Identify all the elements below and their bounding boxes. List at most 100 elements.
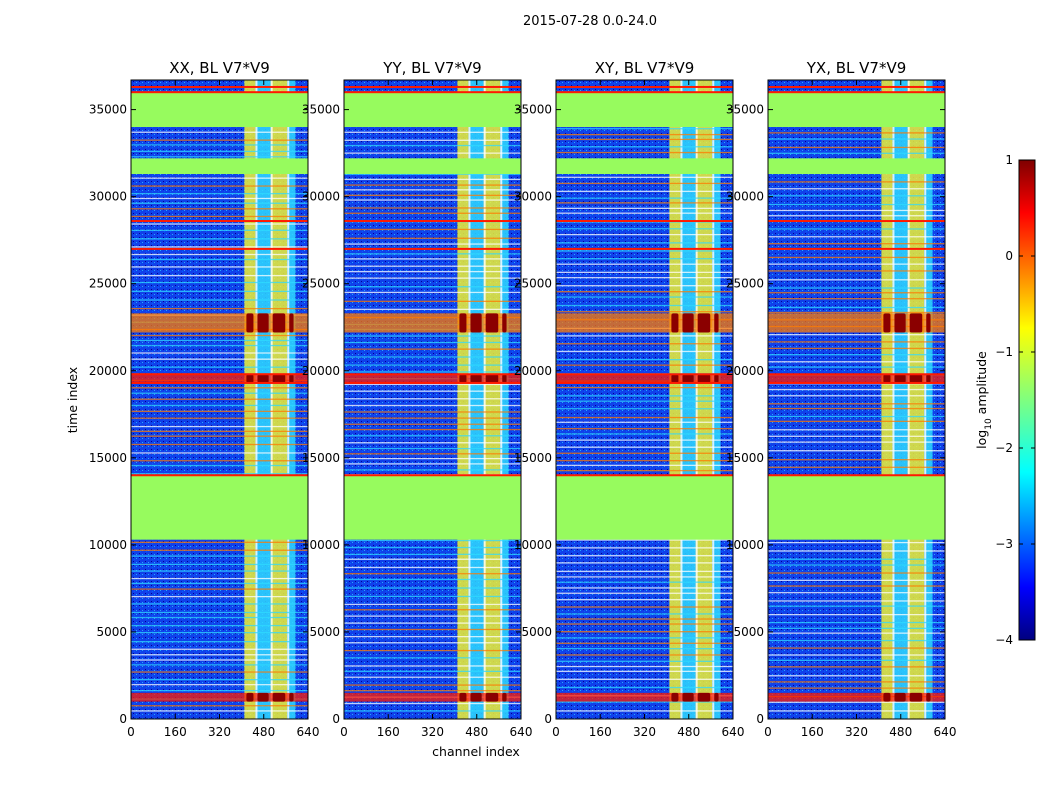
time-stripe xyxy=(768,215,945,217)
rfi-column xyxy=(457,80,469,719)
time-stripe xyxy=(556,207,733,209)
time-stripe xyxy=(556,182,733,185)
flagged-band xyxy=(131,158,308,175)
time-stripe xyxy=(131,555,308,557)
time-stripe xyxy=(344,642,521,644)
time-stripe xyxy=(556,242,733,244)
time-stripe xyxy=(768,435,945,437)
time-stripe xyxy=(344,364,521,366)
saturated-block xyxy=(272,692,286,702)
time-stripe xyxy=(344,710,521,712)
boundary-line xyxy=(131,381,308,384)
time-stripe xyxy=(344,670,521,672)
time-stripe xyxy=(556,350,733,353)
time-stripe xyxy=(131,150,308,153)
colorbar-label: log10 amplitude xyxy=(974,351,994,449)
time-stripe xyxy=(768,627,945,629)
y-tick-label: 35000 xyxy=(89,103,127,117)
time-stripe xyxy=(344,144,521,147)
x-tick-label: 480 xyxy=(252,725,275,739)
time-stripe xyxy=(131,417,308,419)
high-amplitude-band xyxy=(556,692,733,702)
time-stripe xyxy=(344,258,521,260)
rfi-separator xyxy=(907,80,910,719)
time-stripe xyxy=(344,423,521,425)
flagged-band xyxy=(344,158,521,175)
time-stripe xyxy=(131,582,308,585)
saturated-block xyxy=(671,374,679,383)
time-stripe xyxy=(556,599,733,601)
boundary-line xyxy=(768,91,945,94)
y-tick-label: 30000 xyxy=(89,190,127,204)
time-stripe xyxy=(768,710,945,712)
time-stripe xyxy=(768,195,945,197)
x-tick-label: 0 xyxy=(764,725,772,739)
time-stripe xyxy=(768,450,945,452)
time-stripe xyxy=(768,550,945,552)
time-stripe xyxy=(768,228,945,230)
x-tick-label: 160 xyxy=(377,725,400,739)
time-stripe xyxy=(556,276,733,279)
saturated-block xyxy=(909,374,923,383)
time-stripe xyxy=(768,132,945,134)
flagged-band xyxy=(768,92,945,128)
time-stripe xyxy=(556,460,733,462)
time-stripe xyxy=(768,292,945,294)
saturated-block xyxy=(485,313,499,333)
time-stripe xyxy=(768,270,945,272)
time-stripe xyxy=(768,639,945,642)
colorbar: 1 0 −1 −2 −3 −4 log10 amplitude xyxy=(974,153,1036,647)
x-tick-label: 320 xyxy=(845,725,868,739)
flagged-band xyxy=(556,92,733,128)
time-stripe xyxy=(768,420,945,423)
panels-group: XX, BL V7*V9 0 160 320 480 640 0 5000 10000 15000… xyxy=(65,59,956,759)
time-stripe xyxy=(131,177,308,179)
time-stripe xyxy=(768,666,945,668)
x-tick-label: 480 xyxy=(677,725,700,739)
time-stripe xyxy=(131,404,308,407)
time-stripe xyxy=(344,308,521,311)
time-stripe xyxy=(344,702,521,705)
heatmap-body xyxy=(344,80,521,719)
time-stripe xyxy=(768,687,945,689)
time-stripe xyxy=(556,285,733,287)
time-stripe xyxy=(768,354,945,356)
time-stripe xyxy=(768,361,945,363)
time-stripe xyxy=(768,407,945,410)
flagged-band xyxy=(768,475,945,540)
time-stripe xyxy=(768,366,945,368)
boundary-line xyxy=(344,474,521,477)
time-stripe xyxy=(131,274,308,277)
y-tick-label: 10000 xyxy=(89,538,127,552)
time-stripe xyxy=(344,558,521,560)
time-stripe xyxy=(556,678,733,680)
time-stripe xyxy=(344,189,521,191)
time-stripe xyxy=(344,690,521,692)
time-stripe xyxy=(556,395,733,397)
time-stripe xyxy=(768,341,945,343)
y-tick-label: 20000 xyxy=(514,364,552,378)
x-tick-label: 160 xyxy=(164,725,187,739)
time-stripe xyxy=(344,265,521,267)
time-stripe xyxy=(344,447,521,450)
colorbar-tick-label: −3 xyxy=(995,537,1013,551)
time-stripe xyxy=(131,563,308,566)
time-stripe xyxy=(556,665,733,668)
boundary-line xyxy=(556,91,733,94)
time-stripe xyxy=(768,203,945,206)
time-stripe xyxy=(556,146,733,148)
time-stripe xyxy=(556,263,733,265)
rfi-separator xyxy=(500,80,503,719)
y-tick-label: 30000 xyxy=(726,190,764,204)
time-stripe xyxy=(344,457,521,460)
y-tick-label: 25000 xyxy=(302,277,340,291)
boundary-line xyxy=(556,474,733,477)
y-tick-label: 35000 xyxy=(726,103,764,117)
high-amplitude-band xyxy=(344,374,521,383)
time-stripe xyxy=(131,460,308,462)
time-stripe xyxy=(131,430,308,432)
time-stripe xyxy=(131,334,308,337)
time-stripe xyxy=(556,311,733,313)
time-stripe xyxy=(344,573,521,575)
boundary-line xyxy=(556,247,733,250)
